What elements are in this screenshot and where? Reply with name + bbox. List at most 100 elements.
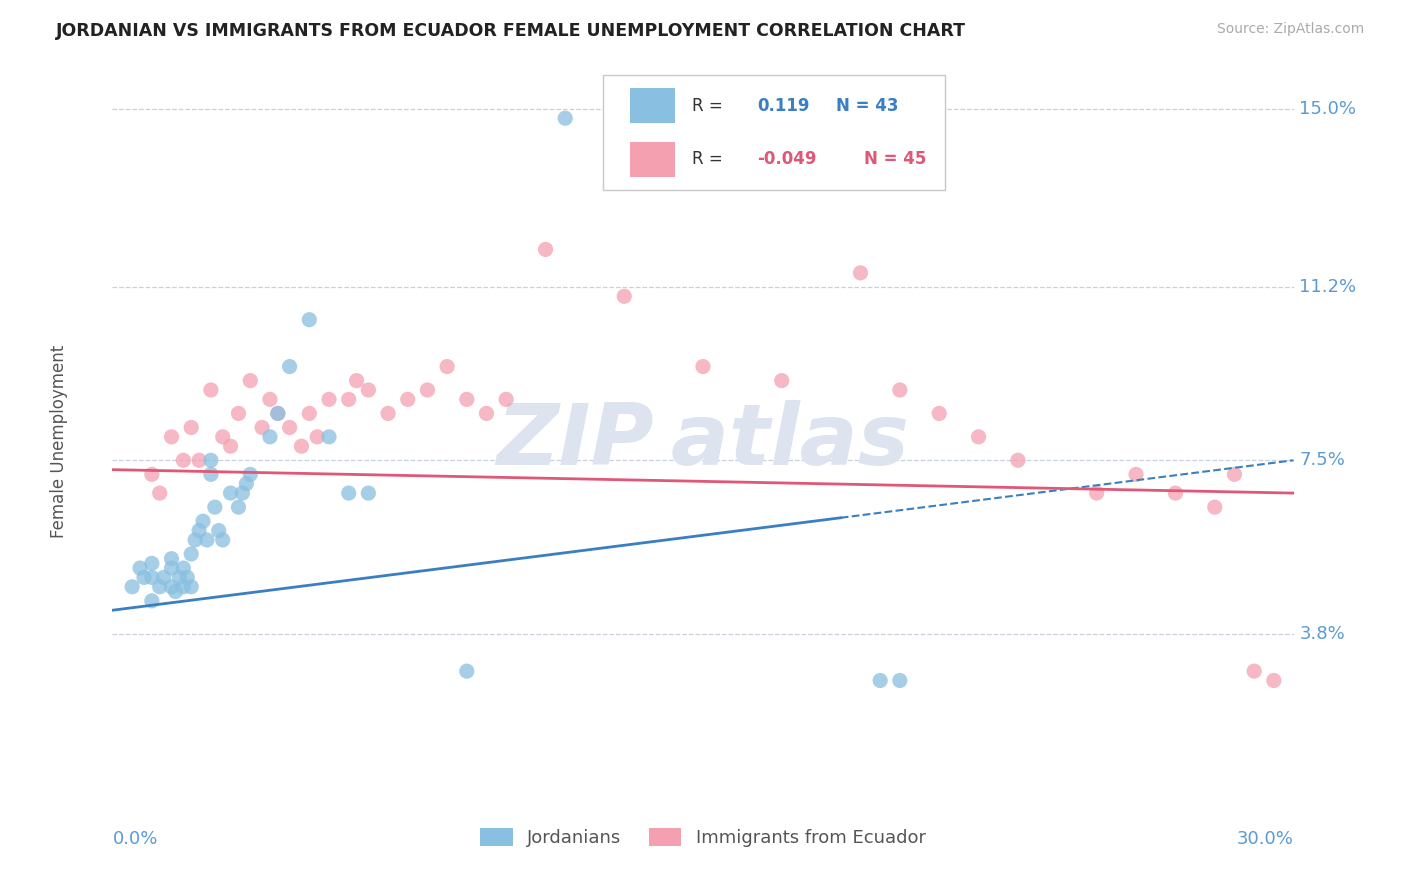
Point bbox=[554, 112, 576, 126]
Point bbox=[191, 514, 214, 528]
Point bbox=[298, 406, 321, 420]
Point bbox=[928, 406, 950, 420]
Point bbox=[869, 673, 891, 688]
Text: 7.5%: 7.5% bbox=[1299, 451, 1346, 469]
Text: N = 43: N = 43 bbox=[837, 96, 898, 114]
Legend: Jordanians, Immigrants from Ecuador: Jordanians, Immigrants from Ecuador bbox=[474, 822, 932, 855]
Point bbox=[290, 439, 312, 453]
Point bbox=[160, 561, 183, 575]
Text: 30.0%: 30.0% bbox=[1237, 830, 1294, 848]
Point bbox=[495, 392, 517, 407]
Point bbox=[228, 500, 250, 515]
Point bbox=[200, 467, 222, 482]
Point bbox=[204, 500, 226, 515]
Point bbox=[132, 570, 155, 584]
Point bbox=[165, 584, 187, 599]
Point bbox=[219, 486, 242, 500]
Point bbox=[129, 561, 152, 575]
Point bbox=[160, 430, 183, 444]
Text: R =: R = bbox=[692, 96, 728, 114]
FancyBboxPatch shape bbox=[630, 87, 675, 123]
Point bbox=[692, 359, 714, 374]
Point bbox=[849, 266, 872, 280]
Text: -0.049: -0.049 bbox=[758, 150, 817, 169]
Point bbox=[231, 486, 253, 500]
Point bbox=[337, 392, 360, 407]
Text: 3.8%: 3.8% bbox=[1299, 624, 1346, 642]
FancyBboxPatch shape bbox=[603, 75, 945, 190]
Point bbox=[534, 243, 557, 257]
Point bbox=[149, 486, 172, 500]
Point bbox=[307, 430, 329, 444]
Point bbox=[1007, 453, 1029, 467]
Point bbox=[298, 312, 321, 326]
Point bbox=[967, 430, 990, 444]
Point bbox=[250, 420, 273, 434]
FancyBboxPatch shape bbox=[630, 142, 675, 177]
Point bbox=[318, 392, 340, 407]
Point bbox=[188, 524, 211, 538]
Point bbox=[152, 570, 174, 584]
Point bbox=[889, 383, 911, 397]
Point bbox=[337, 486, 360, 500]
Point bbox=[278, 420, 301, 434]
Point bbox=[160, 580, 183, 594]
Text: N = 45: N = 45 bbox=[863, 150, 927, 169]
Point bbox=[267, 406, 290, 420]
Point bbox=[889, 673, 911, 688]
Point bbox=[267, 406, 290, 420]
Point bbox=[377, 406, 399, 420]
Point bbox=[141, 557, 163, 571]
Point bbox=[208, 524, 231, 538]
Point bbox=[184, 533, 207, 547]
Point bbox=[1085, 486, 1108, 500]
Point bbox=[219, 439, 242, 453]
Point bbox=[396, 392, 419, 407]
Text: JORDANIAN VS IMMIGRANTS FROM ECUADOR FEMALE UNEMPLOYMENT CORRELATION CHART: JORDANIAN VS IMMIGRANTS FROM ECUADOR FEM… bbox=[56, 22, 966, 40]
Text: 0.119: 0.119 bbox=[758, 96, 810, 114]
Point bbox=[200, 453, 222, 467]
Point bbox=[160, 551, 183, 566]
Point bbox=[1243, 664, 1265, 678]
Point bbox=[149, 580, 172, 594]
Text: R =: R = bbox=[692, 150, 728, 169]
Point bbox=[176, 570, 198, 584]
Point bbox=[141, 594, 163, 608]
Point bbox=[235, 476, 257, 491]
Point bbox=[259, 392, 281, 407]
Point bbox=[1263, 673, 1285, 688]
Point bbox=[211, 533, 233, 547]
Point bbox=[318, 430, 340, 444]
Point bbox=[121, 580, 143, 594]
Point bbox=[195, 533, 218, 547]
Point bbox=[1125, 467, 1147, 482]
Point bbox=[475, 406, 498, 420]
Point bbox=[1164, 486, 1187, 500]
Point bbox=[228, 406, 250, 420]
Point bbox=[211, 430, 233, 444]
Point bbox=[239, 374, 262, 388]
Point bbox=[141, 570, 163, 584]
Point bbox=[456, 664, 478, 678]
Point bbox=[1204, 500, 1226, 515]
Point bbox=[141, 467, 163, 482]
Point bbox=[613, 289, 636, 303]
Text: 15.0%: 15.0% bbox=[1299, 100, 1357, 118]
Text: ZIP atlas: ZIP atlas bbox=[496, 400, 910, 483]
Point bbox=[188, 453, 211, 467]
Text: Female Unemployment: Female Unemployment bbox=[51, 345, 69, 538]
Point bbox=[259, 430, 281, 444]
Point bbox=[200, 383, 222, 397]
Point bbox=[770, 374, 793, 388]
Point bbox=[169, 570, 191, 584]
Point bbox=[172, 561, 194, 575]
Point bbox=[357, 486, 380, 500]
Point bbox=[436, 359, 458, 374]
Point bbox=[172, 580, 194, 594]
Point bbox=[180, 420, 202, 434]
Point bbox=[180, 580, 202, 594]
Point bbox=[172, 453, 194, 467]
Point bbox=[180, 547, 202, 561]
Point bbox=[346, 374, 368, 388]
Point bbox=[357, 383, 380, 397]
